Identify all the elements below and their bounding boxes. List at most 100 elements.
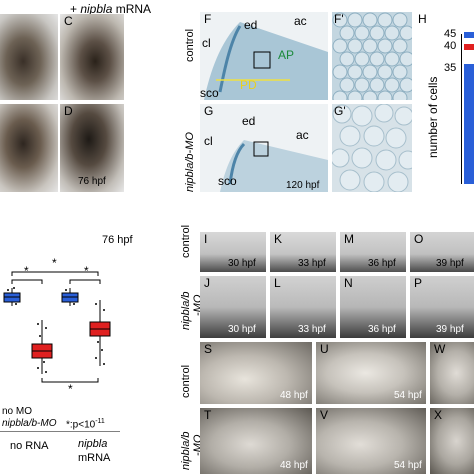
row-label-mo-g: nipbla/b-MO: [184, 132, 196, 192]
panel-letter-n: N: [344, 276, 353, 290]
photo-panel-b-partial: [0, 104, 58, 192]
top-heading-prefix: +: [70, 2, 81, 16]
photo-panel-i: I 30 hpf: [200, 232, 266, 272]
photo-panel-f-prime: F': [332, 12, 412, 100]
top-heading-gene: nipbla: [80, 2, 113, 16]
panel-h-ylabel: number of cells: [426, 76, 440, 158]
box-plot-time: 76 hpf: [102, 234, 133, 246]
legend-pvalue-text: *:p<10: [66, 419, 96, 431]
panel-g-time: 120 hpf: [286, 180, 320, 191]
box-plot: [0, 271, 120, 432]
label-cl-f: cl: [202, 36, 211, 50]
panel-letter-g: G: [204, 104, 214, 118]
label-ac-g: ac: [296, 128, 309, 142]
panel-letter-h: H: [418, 12, 427, 26]
top-heading-suffix: mRNA: [112, 2, 152, 16]
photo-panel-n: N 36 hpf: [340, 276, 406, 338]
panel-u-time: 54 hpf: [394, 390, 422, 401]
panel-letter-k: K: [274, 232, 283, 246]
panel-i-time: 30 hpf: [228, 258, 256, 269]
panel-letter-s: S: [204, 342, 213, 356]
label-sco-f: sco: [200, 86, 219, 100]
photo-panel-g-prime: G': [332, 104, 412, 192]
panel-h-legend-red: [464, 44, 474, 50]
panel-s-time: 48 hpf: [280, 390, 308, 401]
cell-pattern-f-prime: [332, 12, 412, 100]
photo-panel-k: K 33 hpf: [270, 232, 336, 272]
sig-star-3: *: [84, 264, 89, 278]
panel-v-time: 54 hpf: [394, 460, 422, 471]
panel-letter-o: O: [414, 232, 424, 246]
panel-letter-l: L: [274, 276, 281, 290]
series-row-label-control-2: control: [180, 364, 192, 398]
legend-pvalue-exp: -11: [95, 418, 105, 425]
series-row-label-mo-2a: nipbla/b: [180, 431, 192, 470]
panel-k-time: 33 hpf: [298, 258, 326, 269]
panel-letter-f-prime: F': [334, 12, 344, 26]
sig-star-2: *: [24, 264, 29, 278]
label-sco-g: sco: [218, 174, 237, 188]
panel-g-drawing: [220, 140, 328, 192]
panel-letter-d: D: [64, 104, 73, 118]
label-ap-f: AP: [278, 48, 295, 62]
panel-letter-v: V: [320, 408, 329, 422]
panel-j-time: 30 hpf: [228, 324, 256, 335]
legend-pvalue: *:p<10-11: [66, 418, 105, 430]
panel-n-time: 36 hpf: [368, 324, 396, 335]
row-label-control-f: control: [184, 28, 196, 62]
sig-star-1: *: [52, 256, 57, 270]
label-ed-g: ed: [242, 114, 256, 128]
photo-panel-w: W: [430, 342, 474, 404]
panel-h-tick-40: 40: [444, 40, 457, 52]
group-label-mrna: mRNA: [78, 452, 111, 464]
top-heading: + nipbla mRNA: [70, 2, 151, 16]
label-pd-f: PD: [240, 78, 257, 92]
photo-panel-o: O 39 hpf: [410, 232, 474, 272]
label-ac-f: ac: [294, 14, 307, 28]
photo-panel-l: L 33 hpf: [270, 276, 336, 338]
photo-panel-f: F cl ed ac AP PD sco: [200, 12, 328, 100]
panel-m-time: 36 hpf: [368, 258, 396, 269]
photo-panel-c: C: [60, 14, 124, 100]
photo-panel-d: D 76 hpf: [60, 104, 124, 192]
cell-pattern-g-prime: [332, 104, 412, 192]
panel-h-bar-blue: [464, 64, 474, 184]
panel-letter-p: P: [414, 276, 423, 290]
label-ed-f: ed: [244, 18, 258, 32]
panel-f-drawing: [204, 22, 328, 100]
photo-panel-j: J 30 hpf: [200, 276, 266, 338]
photo-panel-t: T 48 hpf: [200, 408, 312, 474]
photo-panel-p: P 39 hpf: [410, 276, 474, 338]
series-row-label-mo-1: nipbla/b: [180, 291, 192, 330]
panel-letter-c: C: [64, 14, 73, 28]
photo-panel-g: G cl ed ac sco 120 hpf: [200, 104, 328, 192]
panel-letter-w: W: [434, 342, 446, 356]
photo-panel-v: V 54 hpf: [316, 408, 426, 474]
group-label-no-rna: no RNA: [10, 440, 49, 452]
photo-panel-s: S 48 hpf: [200, 342, 312, 404]
panel-letter-i: I: [204, 232, 208, 246]
panel-letter-m: M: [344, 232, 354, 246]
panel-o-time: 39 hpf: [436, 258, 464, 269]
photo-panel-u: U 54 hpf: [316, 342, 426, 404]
panel-d-time: 76 hpf: [78, 176, 106, 187]
photo-panel-m: M 36 hpf: [340, 232, 406, 272]
series-row-label-control-1: control: [180, 224, 192, 258]
panel-t-time: 48 hpf: [280, 460, 308, 471]
group-label-nipbla: nipbla: [78, 438, 108, 450]
photo-panel-a-partial: [0, 14, 58, 100]
panel-h-tick-45: 45: [444, 28, 457, 40]
panel-l-time: 33 hpf: [298, 324, 326, 335]
panel-h-tick-35: 35: [444, 62, 457, 74]
legend-mo: nipbla/b-MO: [2, 418, 57, 429]
panel-letter-g-prime: G': [334, 104, 346, 118]
panel-letter-x: X: [434, 408, 443, 422]
series-row-label-mo-1a: nipbla/b: [180, 291, 192, 330]
sig-star-4: *: [68, 382, 73, 396]
panel-h-axis: [461, 34, 462, 184]
panel-letter-u: U: [320, 342, 329, 356]
panel-h-legend-blue: [464, 32, 474, 38]
panel-letter-j: J: [204, 276, 210, 290]
label-cl-g: cl: [204, 134, 213, 148]
panel-p-time: 39 hpf: [436, 324, 464, 335]
